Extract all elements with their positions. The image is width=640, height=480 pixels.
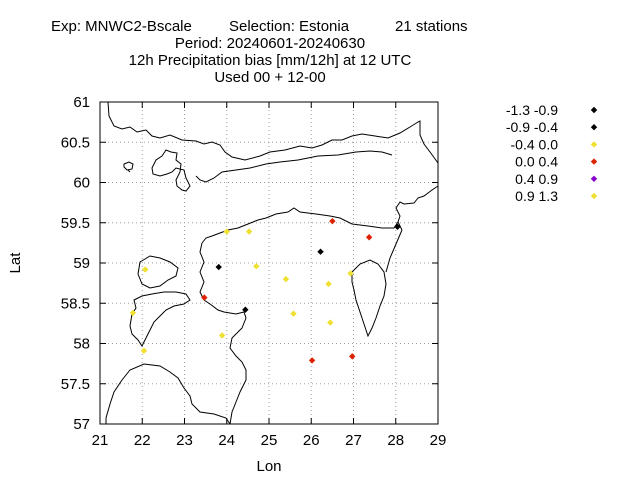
title-period: Period: 20240601-20240630 xyxy=(175,35,365,52)
station-point xyxy=(242,306,249,313)
legend-marker xyxy=(590,106,598,114)
x-tick-label: 25 xyxy=(261,432,278,449)
y-tick-label: 58 xyxy=(73,336,90,353)
y-tick-label: 60.5 xyxy=(61,134,90,151)
legend-label: 0.4 0.9 xyxy=(515,171,558,187)
saaremaa-island xyxy=(129,291,191,347)
border-russia xyxy=(385,229,403,273)
station-point xyxy=(201,294,208,301)
x-tick-label: 26 xyxy=(303,432,320,449)
lake-peipus xyxy=(351,259,387,338)
legend-marker xyxy=(590,124,598,131)
station-point xyxy=(253,263,260,270)
title-used: Used 00 + 12-00 xyxy=(214,69,325,86)
station-point xyxy=(218,332,226,339)
y-tick-label: 59.5 xyxy=(61,215,90,232)
legend-marker xyxy=(590,141,598,148)
estonia-west-coast xyxy=(199,242,247,425)
y-tick-label: 61 xyxy=(73,94,90,111)
x-tick-label: 21 xyxy=(92,432,109,449)
y-axis: 57 57.5 58 58.5 59 59.5 60 60.5 61 xyxy=(61,94,438,433)
station-point xyxy=(317,248,324,255)
station-point xyxy=(282,275,290,283)
legend: -1.3 -0.9-0.9 -0.4-0.4 0.0 0.0 0.40.4 0.9… xyxy=(506,102,598,204)
x-tick-label: 28 xyxy=(387,432,404,449)
station-point xyxy=(394,223,401,230)
legend-marker xyxy=(590,175,598,182)
hanko-peninsula xyxy=(195,150,393,183)
legend-label: 0.9 1.3 xyxy=(515,188,558,204)
x-tick-label: 22 xyxy=(134,432,151,449)
legend-label: -1.3 -0.9 xyxy=(506,102,558,118)
estonia-north-coast xyxy=(201,207,403,244)
station-point xyxy=(142,266,149,273)
title-stations: 21 stations xyxy=(395,18,468,35)
station-point xyxy=(308,357,316,364)
station-points xyxy=(129,217,401,364)
station-point xyxy=(140,347,148,354)
gulf-east-coast xyxy=(395,185,439,223)
aland-island xyxy=(123,161,134,171)
legend-marker xyxy=(590,158,598,165)
title-experiment: Exp: MNWC2-Bscale xyxy=(51,18,192,35)
station-point xyxy=(365,234,373,241)
x-tick-label: 27 xyxy=(345,432,362,449)
station-point xyxy=(245,228,253,235)
coastline-map xyxy=(105,101,439,425)
legend-label: -0.9 -0.4 xyxy=(506,119,558,135)
title-selection: Selection: Estonia xyxy=(229,18,350,35)
y-tick-label: 57 xyxy=(73,416,90,433)
hiiumaa-island xyxy=(137,255,179,289)
finland-coast xyxy=(107,101,439,164)
x-tick-label: 24 xyxy=(218,432,235,449)
station-point xyxy=(129,309,137,317)
latvia-coast xyxy=(105,363,231,425)
station-point xyxy=(290,310,297,317)
x-axis: 21 22 23 24 25 26 27 28 29 xyxy=(92,102,447,449)
station-point xyxy=(325,280,332,288)
x-tick-label: 29 xyxy=(430,432,447,449)
y-tick-label: 60 xyxy=(73,175,90,192)
station-point xyxy=(223,228,230,235)
y-tick-label: 58.5 xyxy=(61,295,90,312)
station-point xyxy=(327,319,334,326)
grid xyxy=(100,102,438,424)
station-point xyxy=(329,217,336,225)
x-axis-label: Lon xyxy=(256,458,281,475)
y-tick-label: 57.5 xyxy=(61,376,90,393)
aland-islet xyxy=(127,169,131,173)
title-quantity: 12h Precipitation bias [mm/12h] at 12 UT… xyxy=(129,52,412,69)
legend-marker xyxy=(590,192,598,200)
legend-label: 0.0 0.4 xyxy=(515,154,558,170)
station-point xyxy=(215,263,222,271)
legend-label: -0.4 0.0 xyxy=(511,136,559,152)
y-axis-label: Lat xyxy=(7,252,24,274)
station-point xyxy=(349,353,356,360)
station-point xyxy=(347,270,354,277)
archipelago xyxy=(151,149,191,192)
y-tick-label: 59 xyxy=(73,255,90,272)
x-tick-label: 23 xyxy=(176,432,193,449)
